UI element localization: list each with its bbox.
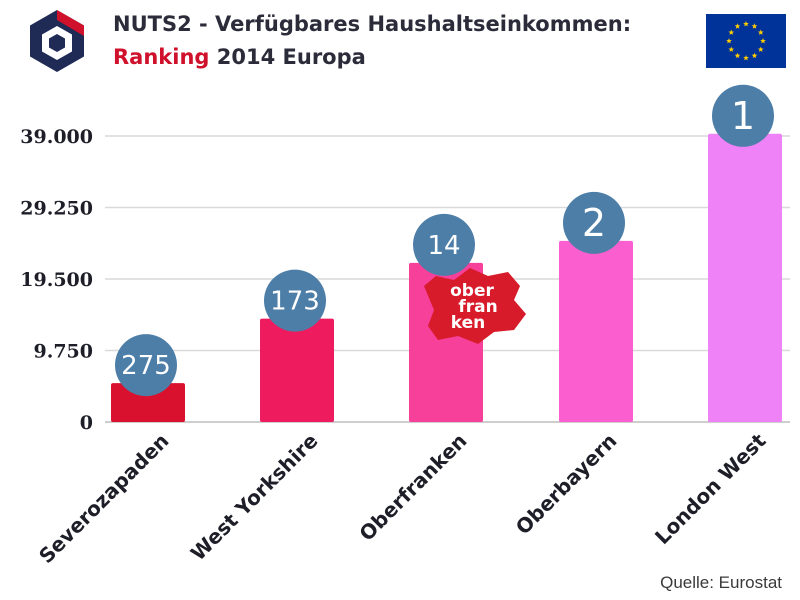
logo-shape [424, 268, 526, 344]
rank-badge [115, 334, 177, 397]
rank-badge [264, 269, 326, 332]
rank-label: 173 [270, 287, 320, 317]
y-tick-label: 0 [80, 412, 93, 434]
x-tick-label: Severozapaden [34, 429, 173, 568]
chart-title-line2: Ranking 2014 Europa [113, 45, 366, 69]
flag-star [751, 52, 758, 59]
bar-west-yorkshire [260, 318, 334, 422]
x-tick-label: West Yorkshire [186, 429, 323, 566]
x-tick-label: Oberbayern [511, 429, 622, 540]
flag-star [757, 46, 764, 52]
rank-badge [563, 191, 625, 254]
logo-text: fran [458, 297, 497, 317]
flag-star [734, 23, 741, 29]
flag-star [743, 21, 749, 27]
flag-star [734, 52, 741, 59]
flag-star [760, 38, 766, 44]
bar-severozapaden [111, 383, 185, 422]
y-tick-label: 19.500 [20, 269, 93, 291]
flag-star [743, 55, 749, 61]
logo-text: ken [451, 313, 485, 333]
source-note: Quelle: Eurostat [660, 573, 782, 592]
chart-title-line1: NUTS2 - Verfügbares Haushaltseinkommen: [113, 12, 632, 36]
y-tick-label: 39.000 [20, 126, 93, 148]
rank-label: 1 [731, 94, 755, 138]
flag-star [728, 29, 735, 35]
rank-badge [712, 84, 774, 147]
rank-label: 2 [582, 201, 606, 245]
flag-star [757, 29, 764, 35]
title-rest: 2014 Europa [209, 45, 366, 69]
y-tick-label: 9.750 [34, 341, 94, 363]
bar-london-west [708, 133, 782, 423]
flag-star [726, 38, 732, 44]
flag-star [728, 46, 735, 52]
eu-flag-icon [706, 14, 786, 72]
brand-logo-icon [22, 6, 92, 80]
logo-text: ober [450, 281, 494, 301]
rank-label: 275 [121, 351, 171, 381]
x-tick-label: Oberfranken [354, 429, 471, 546]
bar-oberbayern [559, 240, 633, 422]
flag-star [751, 23, 758, 29]
rank-badge [413, 213, 475, 276]
y-tick-label: 29.250 [20, 198, 93, 220]
title-highlight: Ranking [113, 45, 210, 69]
x-tick-label: London West [650, 428, 771, 549]
rank-label: 14 [427, 231, 460, 261]
